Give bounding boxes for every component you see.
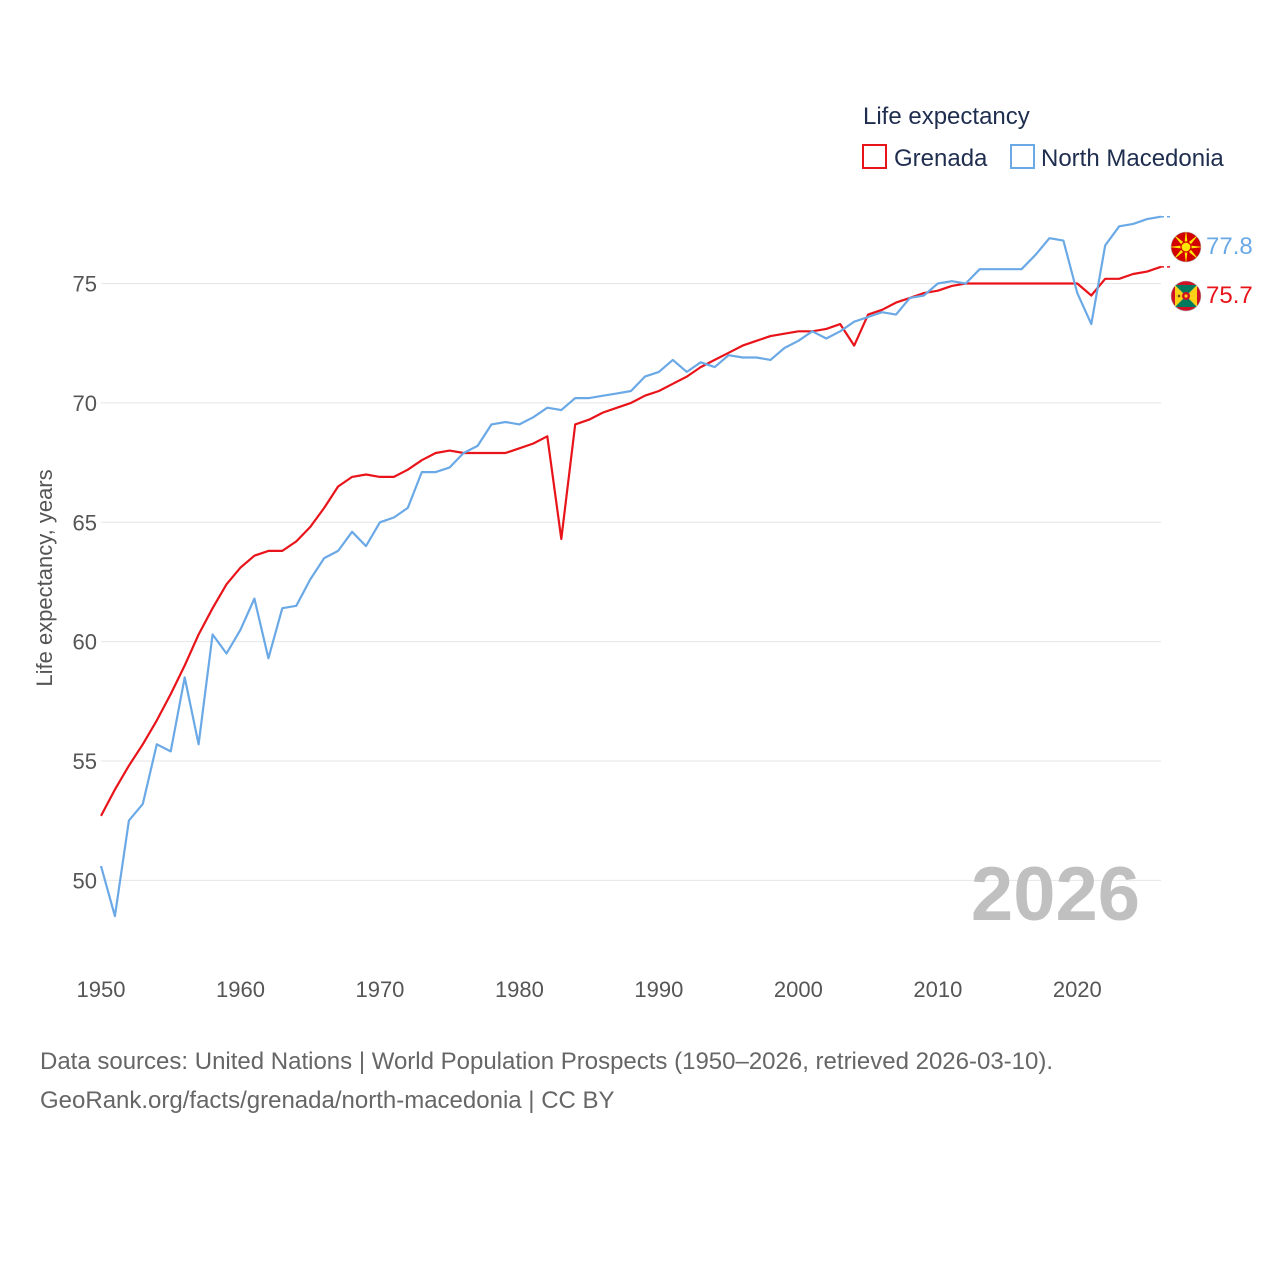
end-value-north-macedonia: 77.8 <box>1206 233 1253 260</box>
source-url-license[interactable]: GeoRank.org/facts/grenada/north-macedoni… <box>40 1087 615 1114</box>
legend-label-grenada: Grenada <box>894 145 988 172</box>
x-tick-label-1950: 1950 <box>77 977 126 1002</box>
y-tick-label-65: 65 <box>73 510 97 535</box>
x-tick-label-2020: 2020 <box>1053 977 1102 1002</box>
legend: Life expectancy Grenada North Macedonia <box>862 103 1224 172</box>
series-line-grenada <box>100 265 1162 817</box>
grenada-flag-icon <box>1170 280 1202 312</box>
y-tick-label-55: 55 <box>73 749 97 774</box>
grid-lines <box>101 283 1161 881</box>
y-tick-label-70: 70 <box>73 391 97 416</box>
legend-label-north-macedonia: North Macedonia <box>1041 145 1224 172</box>
x-tick-label-1970: 1970 <box>355 977 404 1002</box>
end-value-grenada: 75.7 <box>1206 282 1253 309</box>
data-source-line: Data sources: United Nations | World Pop… <box>40 1048 1053 1075</box>
x-tick-label-1980: 1980 <box>495 977 544 1002</box>
north-macedonia-flag-icon <box>1170 231 1202 263</box>
series-line-north-macedonia <box>99 215 1162 918</box>
y-tick-label-75: 75 <box>73 272 97 297</box>
legend-title: Life expectancy <box>863 103 1030 130</box>
y-axis-title: Life expectancy, years <box>32 469 57 686</box>
x-tick-label-1960: 1960 <box>216 977 265 1002</box>
current-year-label: 2026 <box>971 852 1140 937</box>
x-tick-label-2000: 2000 <box>774 977 823 1002</box>
x-tick-label-2010: 2010 <box>913 977 962 1002</box>
x-axis-ticks: 1950 1960 1970 1980 1990 2000 2010 2020 <box>77 977 1102 1002</box>
x-tick-label-1990: 1990 <box>634 977 683 1002</box>
series-layer <box>99 215 1170 918</box>
y-axis-ticks: 50 55 60 65 70 75 <box>73 272 97 894</box>
y-tick-label-60: 60 <box>73 630 97 655</box>
legend-swatch-north-macedonia <box>1010 144 1035 169</box>
y-tick-label-50: 50 <box>73 868 97 893</box>
legend-swatch-grenada <box>862 144 887 169</box>
